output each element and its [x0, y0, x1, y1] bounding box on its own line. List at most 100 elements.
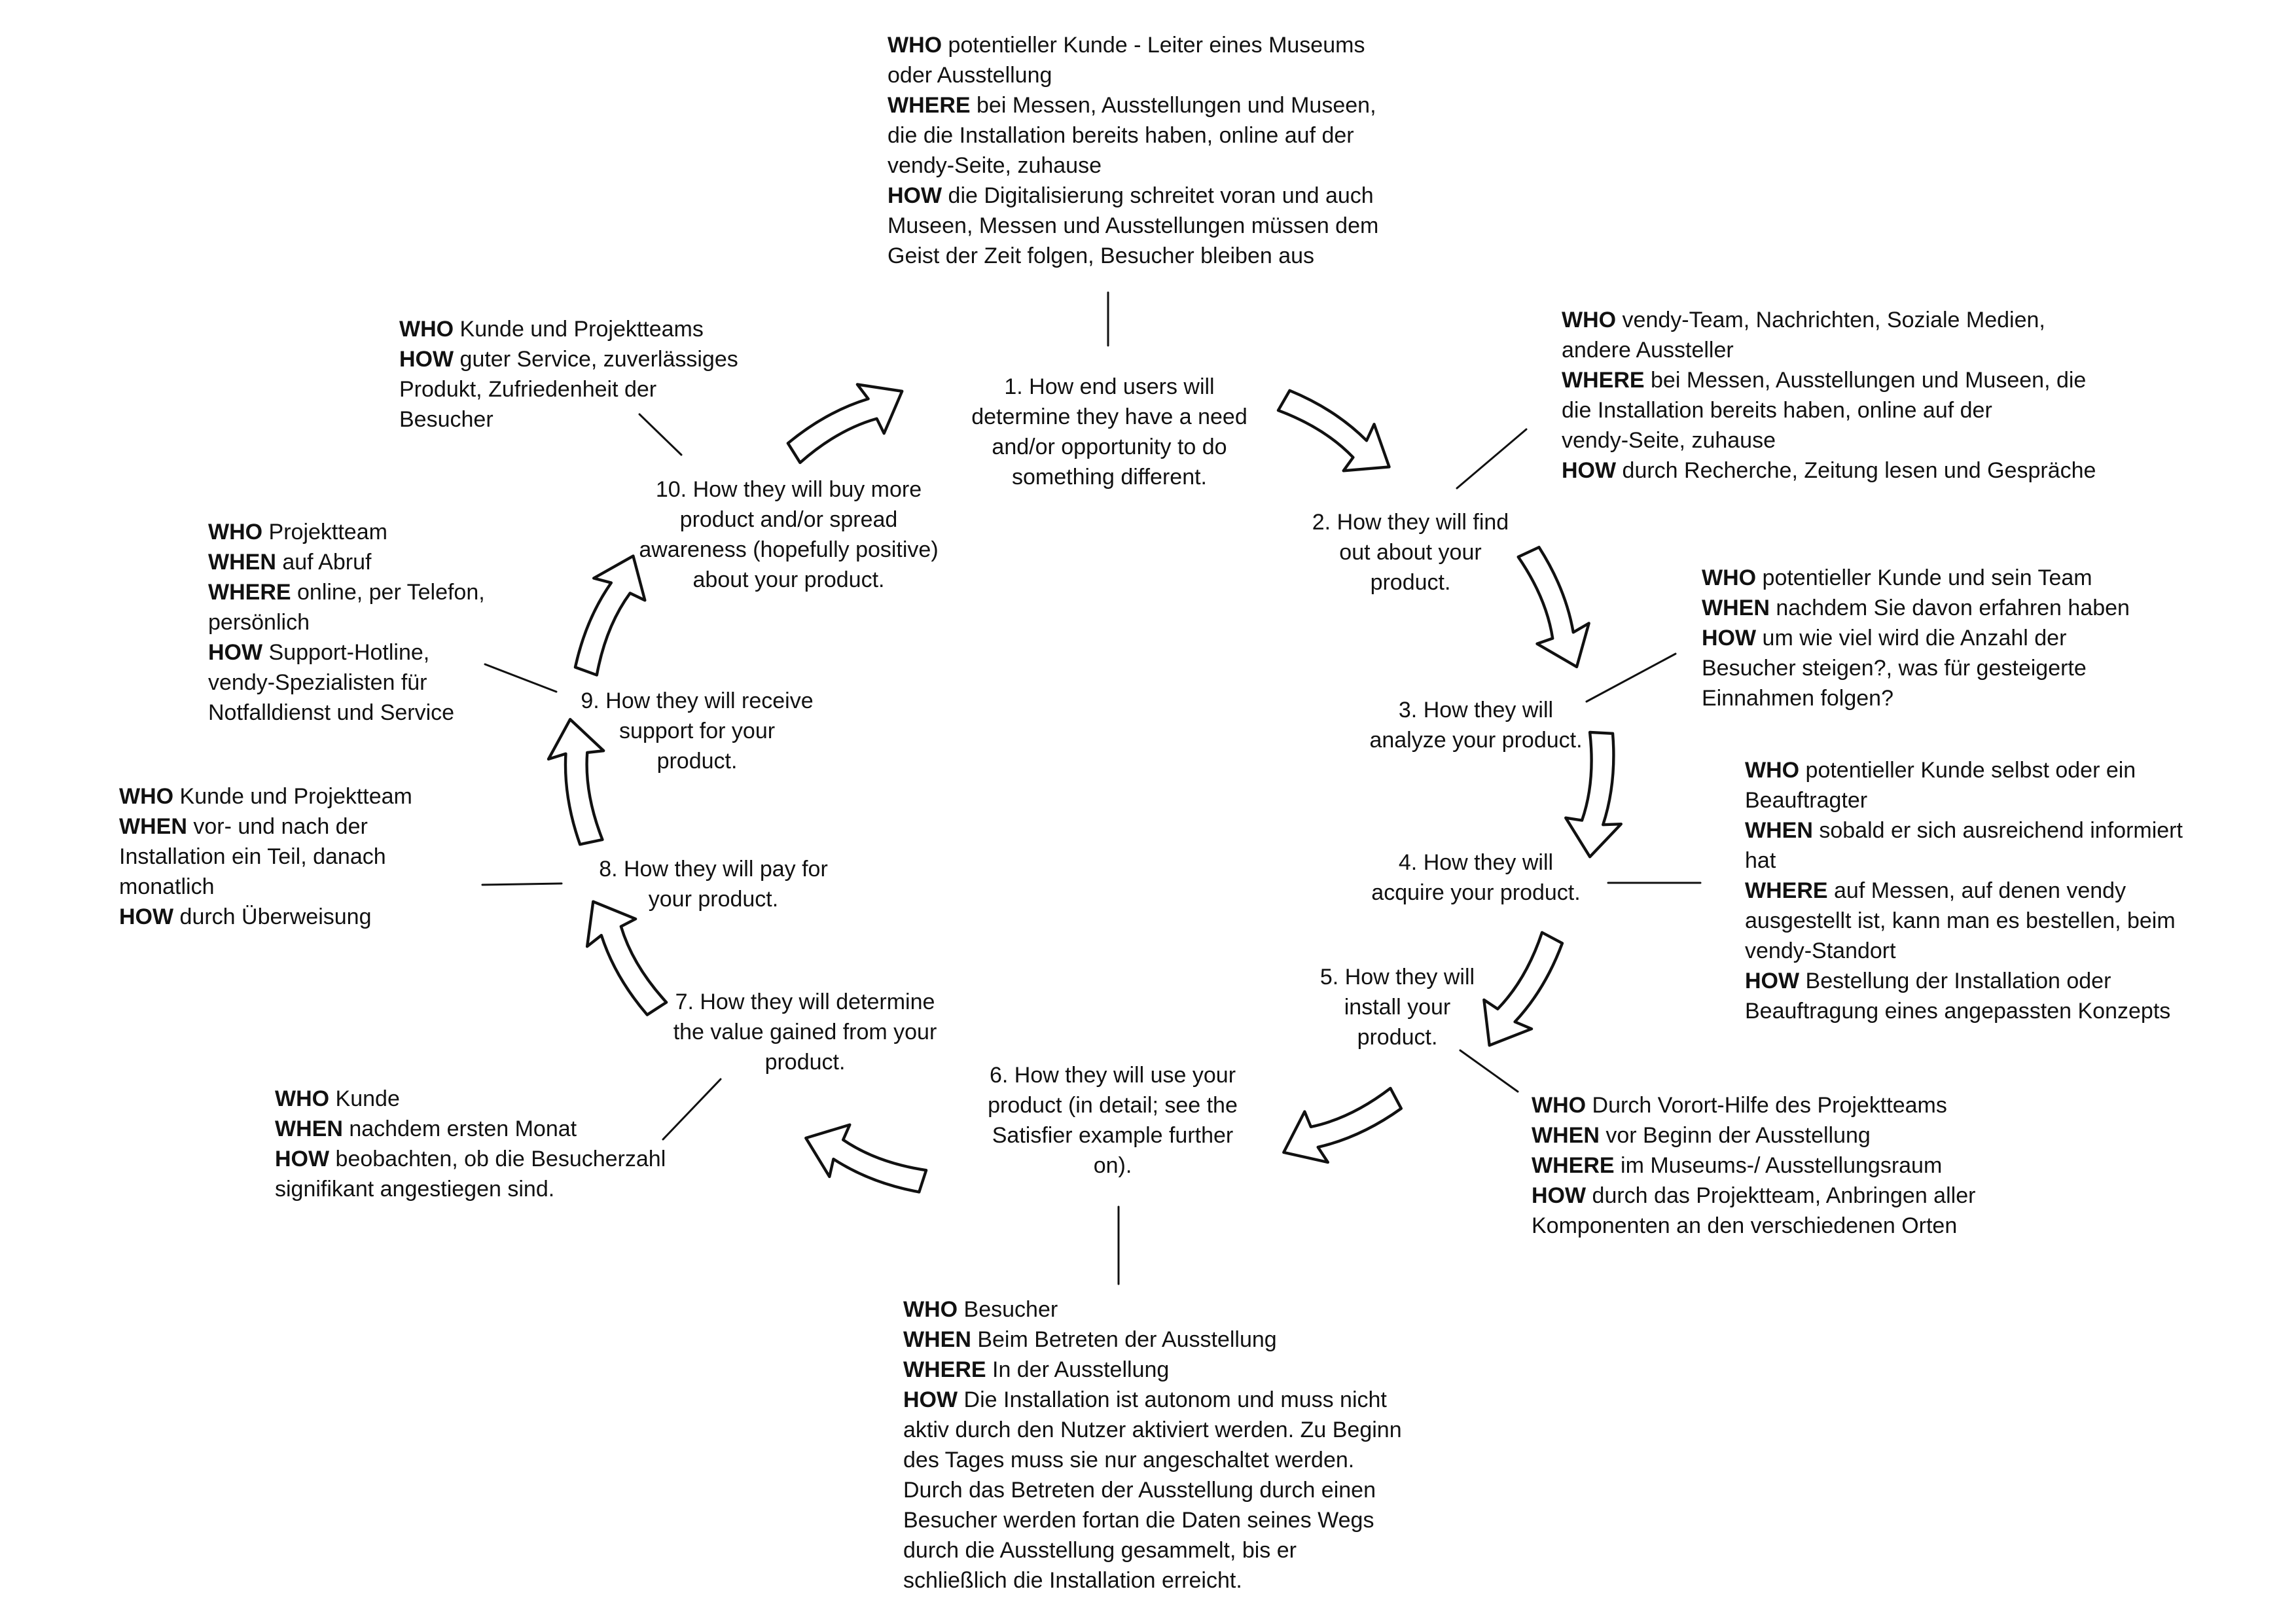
- note-row: WHERE bei Messen, Ausstellungen und Muse…: [1562, 365, 2151, 455]
- note-key: WHO: [399, 317, 454, 342]
- note-row: WHO vendy-Team, Nachrichten, Soziale Med…: [1562, 305, 2151, 365]
- note-key: WHO: [888, 33, 942, 58]
- note-text: Kunde und Projektteam: [173, 784, 412, 809]
- note-text: um wie viel wird die Anzahl der Besucher…: [1702, 626, 2087, 711]
- note-row: WHO Projektteam: [208, 517, 548, 547]
- connector-line-8: [481, 882, 563, 886]
- connector-line-3: [1585, 652, 1677, 703]
- note-step-10: WHO Kunde und Projektteams HOW guter Ser…: [399, 314, 792, 435]
- note-key: WHO: [1702, 565, 1757, 590]
- arrow-3-to-4-icon: [1564, 730, 1623, 859]
- note-key: WHEN: [1532, 1123, 1600, 1148]
- note-row: HOW beobachten, ob die Besucherzahl sign…: [275, 1144, 746, 1204]
- note-key: HOW: [888, 183, 942, 208]
- note-key: WHO: [275, 1086, 330, 1111]
- step-2-label: 2. How they will find out about your pro…: [1312, 510, 1509, 595]
- note-row: HOW durch Recherche, Zeitung lesen und G…: [1562, 455, 2151, 486]
- note-row: HOW um wie viel wird die Anzahl der Besu…: [1702, 623, 2225, 713]
- note-row: WHEN nachdem ersten Monat: [275, 1114, 746, 1144]
- note-row: WHERE auf Messen, auf denen vendy ausges…: [1745, 876, 2282, 966]
- note-row: WHEN vor- und nach der Installation ein …: [119, 812, 486, 902]
- note-step-8: WHO Kunde und Projektteam WHEN vor- und …: [119, 781, 486, 932]
- arrow-1-to-2-icon: [1276, 389, 1391, 473]
- note-text: Besucher: [958, 1297, 1058, 1322]
- note-key: WHO: [208, 520, 263, 544]
- connector-line-2: [1456, 428, 1528, 490]
- note-text: bei Messen, Ausstellungen und Museen, di…: [1562, 368, 2087, 453]
- note-row: WHERE online, per Telefon, persönlich: [208, 577, 548, 637]
- arrow-2-to-3-icon: [1516, 546, 1590, 669]
- note-text: Kunde: [329, 1086, 400, 1111]
- arrow-7-to-8-icon: [585, 900, 668, 1016]
- note-key: WHEN: [1745, 818, 1813, 843]
- arrow-6-to-7-icon: [804, 1123, 928, 1194]
- note-row: WHO Kunde und Projektteams: [399, 314, 792, 344]
- note-row: HOW guter Service, zuverlässiges Produkt…: [399, 344, 792, 435]
- note-row: WHEN auf Abruf: [208, 547, 548, 577]
- note-row: WHO Durch Vorort-Hilfe des Projektteams: [1532, 1090, 2068, 1120]
- note-key: WHEN: [903, 1327, 971, 1352]
- note-text: durch Recherche, Zeitung lesen und Gespr…: [1616, 458, 2096, 483]
- note-text: vendy-Team, Nachrichten, Soziale Medien,…: [1562, 308, 2045, 363]
- arrow-10-to-1-icon: [786, 383, 904, 465]
- note-row: WHERE In der Ausstellung: [903, 1355, 1440, 1385]
- note-row: HOW Die Installation ist autonom und mus…: [903, 1385, 1440, 1596]
- note-key: WHEN: [119, 814, 187, 839]
- arrow-4-to-5-icon: [1482, 931, 1564, 1047]
- note-row: WHO potentieller Kunde selbst oder ein B…: [1745, 755, 2282, 815]
- note-text: auf Messen, auf denen vendy ausgestellt …: [1745, 878, 2176, 963]
- note-row: HOW durch das Projektteam, Anbringen all…: [1532, 1181, 2068, 1241]
- note-text: Support-Hotline, vendy-Spezialisten für …: [208, 640, 455, 725]
- note-step-7: WHO Kunde WHEN nachdem ersten Monat HOW …: [275, 1084, 746, 1204]
- arrow-8-to-9-icon: [547, 718, 605, 846]
- note-text: guter Service, zuverlässiges Produkt, Zu…: [399, 347, 738, 432]
- note-key: WHERE: [208, 580, 291, 605]
- note-key: WHO: [1562, 308, 1617, 332]
- note-step-1: WHO potentieller Kunde - Leiter eines Mu…: [888, 30, 1411, 271]
- note-row: WHEN sobald er sich ausreichend informie…: [1745, 815, 2282, 876]
- connector-line-10: [638, 413, 683, 456]
- note-text: Bestellung der Installation oder Beauftr…: [1745, 969, 2171, 1024]
- note-step-6: WHO Besucher WHEN Beim Betreten der Auss…: [903, 1294, 1440, 1596]
- note-text: Kunde und Projektteams: [454, 317, 704, 342]
- note-row: HOW Bestellung der Installation oder Bea…: [1745, 966, 2282, 1026]
- note-text: bei Messen, Ausstellungen und Museen, di…: [888, 93, 1376, 178]
- note-text: Projektteam: [262, 520, 387, 544]
- note-text: nachdem Sie davon erfahren haben: [1769, 596, 2130, 620]
- note-text: sobald er sich ausreichend informiert ha…: [1745, 818, 2183, 873]
- note-step-3: WHO potentieller Kunde und sein Team WHE…: [1702, 563, 2225, 713]
- note-key: WHERE: [888, 93, 971, 118]
- note-key: HOW: [1702, 626, 1757, 651]
- note-row: WHO potentieller Kunde - Leiter eines Mu…: [888, 30, 1411, 90]
- step-1-label: 1. How end users will determine they hav…: [971, 374, 1247, 490]
- note-key: HOW: [208, 640, 263, 665]
- note-key: HOW: [1745, 969, 1800, 993]
- note-key: WHO: [119, 784, 174, 809]
- note-text: vor Beginn der Ausstellung: [1599, 1123, 1871, 1148]
- step-6-label: 6. How they will use your product (in de…: [988, 1063, 1238, 1178]
- step-9-label: 9. How they will receive support for you…: [581, 688, 814, 774]
- note-key: HOW: [119, 904, 174, 929]
- note-text: die Digitalisierung schreitet voran und …: [888, 183, 1379, 268]
- note-key: WHO: [1745, 758, 1800, 783]
- note-text: nachdem ersten Monat: [342, 1116, 577, 1141]
- note-row: WHEN vor Beginn der Ausstellung: [1532, 1120, 2068, 1150]
- note-row: HOW durch Überweisung: [119, 902, 486, 932]
- note-text: In der Ausstellung: [986, 1357, 1170, 1382]
- connector-line-9: [484, 663, 558, 693]
- note-step-4: WHO potentieller Kunde selbst oder ein B…: [1745, 755, 2282, 1026]
- note-text: beobachten, ob die Besucherzahl signifik…: [275, 1147, 666, 1202]
- note-step-5: WHO Durch Vorort-Hilfe des Projektteams …: [1532, 1090, 2068, 1241]
- note-key: HOW: [903, 1387, 958, 1412]
- arrow-9-to-10-icon: [573, 554, 647, 677]
- note-key: WHERE: [1745, 878, 1828, 903]
- note-text: im Museums-/ Ausstellungsraum: [1614, 1153, 1943, 1178]
- connector-line-7: [662, 1078, 722, 1141]
- connector-line-5: [1459, 1049, 1519, 1093]
- note-key: HOW: [1562, 458, 1617, 483]
- note-row: HOW Support-Hotline, vendy-Spezialisten …: [208, 637, 548, 728]
- note-key: WHO: [1532, 1093, 1587, 1118]
- note-text: Durch Vorort-Hilfe des Projektteams: [1586, 1093, 1947, 1118]
- note-text: auf Abruf: [276, 550, 372, 575]
- note-text: online, per Telefon, persönlich: [208, 580, 485, 635]
